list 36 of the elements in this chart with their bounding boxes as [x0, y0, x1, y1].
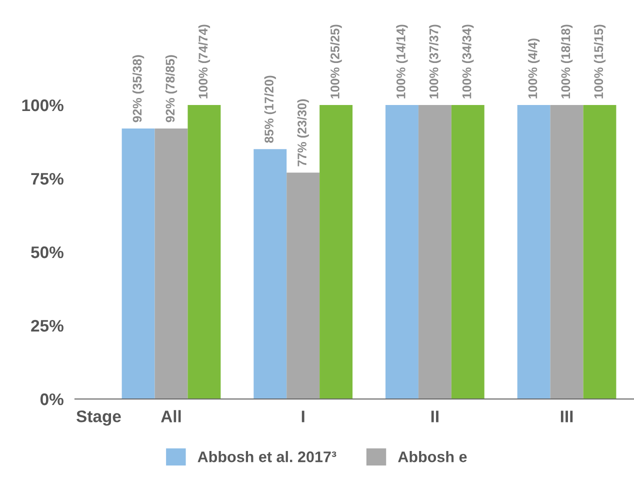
bar [254, 149, 287, 399]
data-label: 77% (23/30) [297, 99, 309, 166]
data-label: 92% (78/85) [165, 55, 178, 122]
legend-label: Abbosh et al. 2017³ [198, 451, 336, 462]
bar [583, 105, 616, 399]
bar [517, 105, 550, 399]
y-tick-label: 25% [31, 320, 64, 332]
data-label: 100% (74/74) [198, 24, 210, 98]
x-tick-label: I [302, 410, 304, 422]
y-tick-label: 0% [40, 393, 64, 406]
data-label: 100% (34/34) [462, 24, 474, 98]
x-tick-label: II [431, 410, 438, 422]
y-tick-label: 50% [31, 246, 64, 258]
bar [320, 105, 353, 399]
x-tick-label: III [560, 410, 573, 422]
bar [451, 105, 484, 399]
data-label: 100% (14/14) [396, 24, 408, 98]
legend-label: Abbosh e [398, 451, 467, 462]
data-label: 100% (18/18) [560, 24, 573, 98]
data-label: 100% (15/15) [594, 24, 606, 98]
bar [550, 105, 584, 399]
bar [188, 105, 221, 399]
data-label: 85% (17/20) [264, 76, 276, 143]
data-label: 100% (4/4) [528, 38, 540, 98]
bar [154, 128, 188, 399]
y-tick-label: 75% [31, 172, 64, 185]
x-tick-label: All [161, 410, 181, 422]
data-label: 100% (37/37) [429, 24, 441, 98]
data-label: 100% (25/25) [330, 24, 342, 98]
bar [385, 105, 418, 399]
data-label: 92% (35/38) [132, 55, 144, 122]
y-tick-label: 100% [22, 99, 64, 112]
text: Stage [76, 410, 121, 426]
bar [418, 105, 452, 399]
bar [122, 128, 155, 399]
bar [286, 172, 320, 399]
